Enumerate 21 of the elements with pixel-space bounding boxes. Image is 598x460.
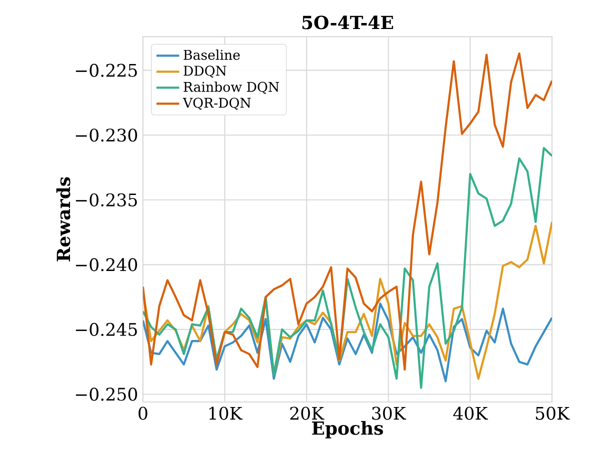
legend-label: VQR-DQN <box>182 98 251 110</box>
y-tick-label: −0.230 <box>76 128 138 142</box>
x-tick-label: 10K <box>209 406 243 420</box>
x-tick-label: 0 <box>138 406 148 420</box>
legend-label: Baseline <box>184 50 240 60</box>
y-tick-label: −0.245 <box>76 322 137 336</box>
x-tick-label: 40K <box>453 406 488 420</box>
legend-label: DDQN <box>184 66 226 78</box>
x-tick-label: 50K <box>536 406 570 420</box>
line-series <box>142 147 552 389</box>
line-series <box>142 302 552 382</box>
y-tick-label: −0.225 <box>76 64 137 77</box>
chart-title: 5O-4T-4E <box>302 16 394 30</box>
legend-label: Rainbow DQN <box>184 82 280 94</box>
y-tick-label: −0.235 <box>76 193 137 206</box>
x-tick-label: 30K <box>372 406 406 420</box>
y-axis-title: Rewards <box>56 177 70 262</box>
x-axis-title: Epochs <box>312 420 383 438</box>
y-tick-label: −0.250 <box>76 388 138 401</box>
x-tick-label: 20K <box>290 406 324 420</box>
y-tick-label: −0.240 <box>76 258 138 272</box>
